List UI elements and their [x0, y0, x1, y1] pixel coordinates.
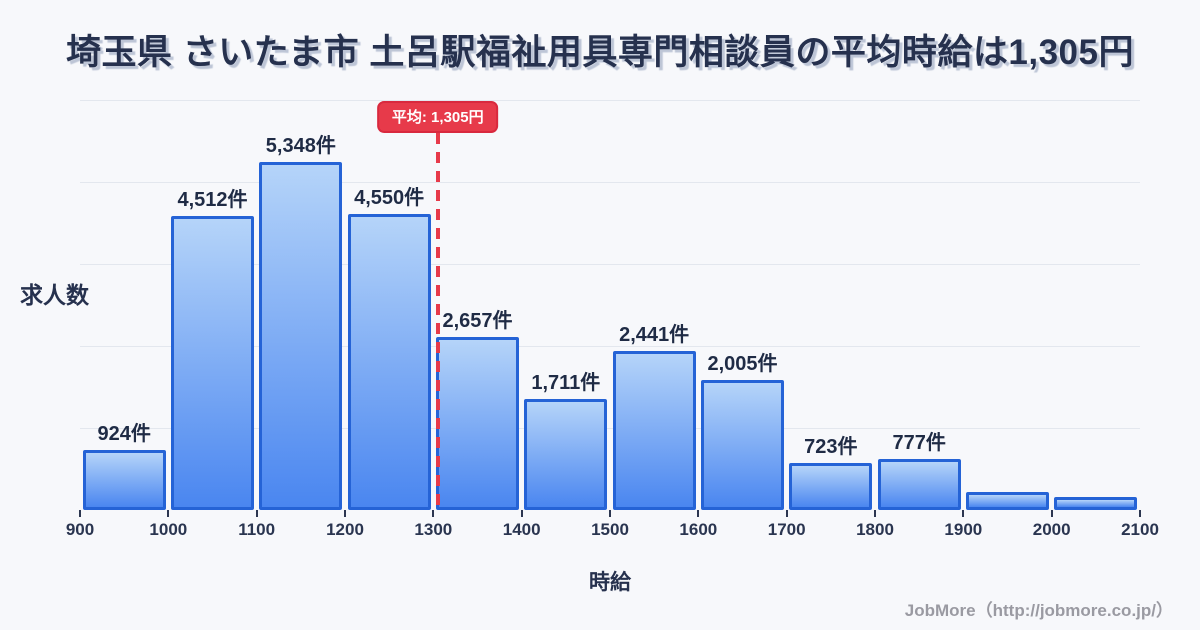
x-tick-label: 1300 [414, 520, 453, 539]
x-tick-label: 2100 [1121, 520, 1159, 539]
histogram-bar [259, 162, 343, 510]
x-tick-label: 1800 [856, 520, 894, 539]
x-tick-label: 1100 [238, 520, 276, 539]
x-tick-label: 2000 [1032, 520, 1071, 539]
x-tick-mark [344, 510, 346, 517]
x-tick-mark [697, 510, 700, 517]
histogram-bar [612, 351, 696, 510]
x-tick-mark [1050, 510, 1053, 517]
x-tick-mark [167, 510, 170, 517]
x-tick-label: 1400 [502, 520, 541, 539]
page-title: 埼玉県 さいたま市 土呂駅福祉用具専門相談員の平均時給は1,305円 [66, 33, 1134, 72]
footer-credit: JobMore（http://jobmore.co.jp/） [904, 601, 1173, 620]
histogram-bar [82, 449, 166, 510]
x-tick-mark [962, 510, 965, 517]
average-line [435, 133, 440, 510]
bar-value-label: 5,348件 [265, 134, 336, 157]
bar-value-label: 2,441件 [619, 324, 690, 347]
gridline [80, 100, 1140, 101]
x-tick-label: 1500 [591, 520, 629, 539]
histogram-bar [347, 213, 431, 510]
histogram-bar [524, 398, 608, 510]
average-badge: 平均: 1,305円 [376, 101, 499, 133]
bar-value-label: 2,657件 [442, 310, 513, 333]
bar-value-label: 777件 [892, 432, 946, 455]
gridline [80, 346, 1140, 347]
x-axis-label: 時給 [589, 571, 631, 594]
gridline [80, 264, 1140, 265]
y-axis-label: 求人数 [20, 282, 89, 308]
bar-value-label: 1,711件 [531, 371, 601, 394]
histogram-plot: 924件 4,512件 5,348件 4,550件 2,657件 1,711件 2,441件… [66, 100, 1159, 539]
histogram-bar [877, 459, 961, 510]
x-tick-label: 900 [65, 520, 95, 539]
x-tick-mark [874, 510, 876, 517]
x-tick-label: 1000 [149, 520, 188, 539]
x-tick-label: 1200 [326, 520, 364, 539]
x-tick-mark [609, 510, 611, 517]
x-tick-label: 1900 [944, 520, 983, 539]
bar-value-label: 4,550件 [354, 186, 425, 209]
x-tick-mark [1139, 510, 1141, 517]
histogram-bar [170, 216, 255, 510]
gridline [80, 182, 1140, 183]
bar-value-label: 924件 [97, 422, 151, 445]
histogram-bar [1054, 496, 1138, 510]
x-tick-mark [255, 510, 258, 517]
histogram-bar [435, 337, 520, 510]
bar-value-label: 4,512件 [177, 189, 248, 212]
gridline [80, 428, 1140, 429]
x-tick-mark [785, 510, 788, 517]
x-tick-label: 1600 [679, 520, 718, 539]
bar-value-label: 2,005件 [707, 352, 778, 375]
x-tick-mark [79, 510, 81, 517]
histogram-bar [789, 462, 873, 510]
histogram-bar [700, 379, 785, 510]
x-tick-label: 1700 [767, 520, 806, 539]
x-tick-mark [432, 510, 435, 517]
x-tick-mark [520, 510, 523, 517]
bar-value-label: 723件 [804, 435, 858, 458]
histogram-bar [965, 492, 1050, 510]
